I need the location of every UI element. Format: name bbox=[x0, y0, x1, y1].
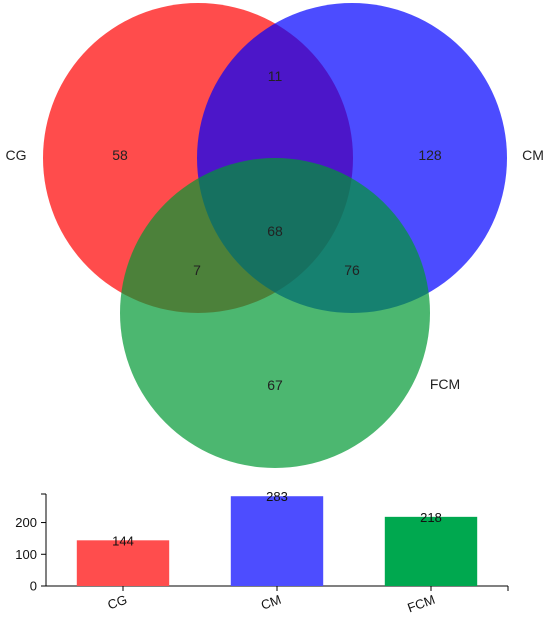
venn-region-value-cm: 128 bbox=[418, 147, 442, 163]
bar-value-label-cm: 283 bbox=[266, 489, 288, 504]
x-tick-label-cm: CM bbox=[259, 592, 283, 613]
bar-value-label-fcm: 218 bbox=[420, 510, 442, 525]
bar-cm bbox=[230, 496, 324, 586]
y-tick-label-0: 0 bbox=[30, 579, 37, 594]
bar-chart: 0 100 200 144 CG 283 CM 218 FCM bbox=[15, 489, 509, 616]
venn-region-value-fcm: 67 bbox=[267, 377, 283, 393]
bar-value-label-cg: 144 bbox=[112, 533, 134, 548]
bar-fcm bbox=[384, 516, 478, 586]
venn-region-value-cg: 58 bbox=[112, 147, 128, 163]
bar-cg bbox=[76, 540, 170, 586]
venn-region-value-cg-fcm: 7 bbox=[193, 262, 201, 278]
x-tick-label-fcm: FCM bbox=[405, 592, 437, 616]
venn-set-label-cm: CM bbox=[522, 147, 544, 163]
y-tick-label-200: 200 bbox=[15, 515, 37, 530]
venn-diagram: CG CM FCM 58 128 67 11 7 76 68 bbox=[6, 3, 544, 468]
venn-region-value-cg-cm: 11 bbox=[268, 68, 283, 84]
venn-region-value-cm-fcm: 76 bbox=[344, 262, 360, 278]
venn-circle-fcm bbox=[120, 158, 430, 468]
venn-set-label-cg: CG bbox=[6, 147, 27, 163]
y-tick-label-100: 100 bbox=[15, 547, 37, 562]
venn-set-label-fcm: FCM bbox=[430, 376, 460, 392]
venn-region-value-cg-cm-fcm: 68 bbox=[267, 223, 283, 239]
x-tick-label-cg: CG bbox=[106, 592, 129, 613]
